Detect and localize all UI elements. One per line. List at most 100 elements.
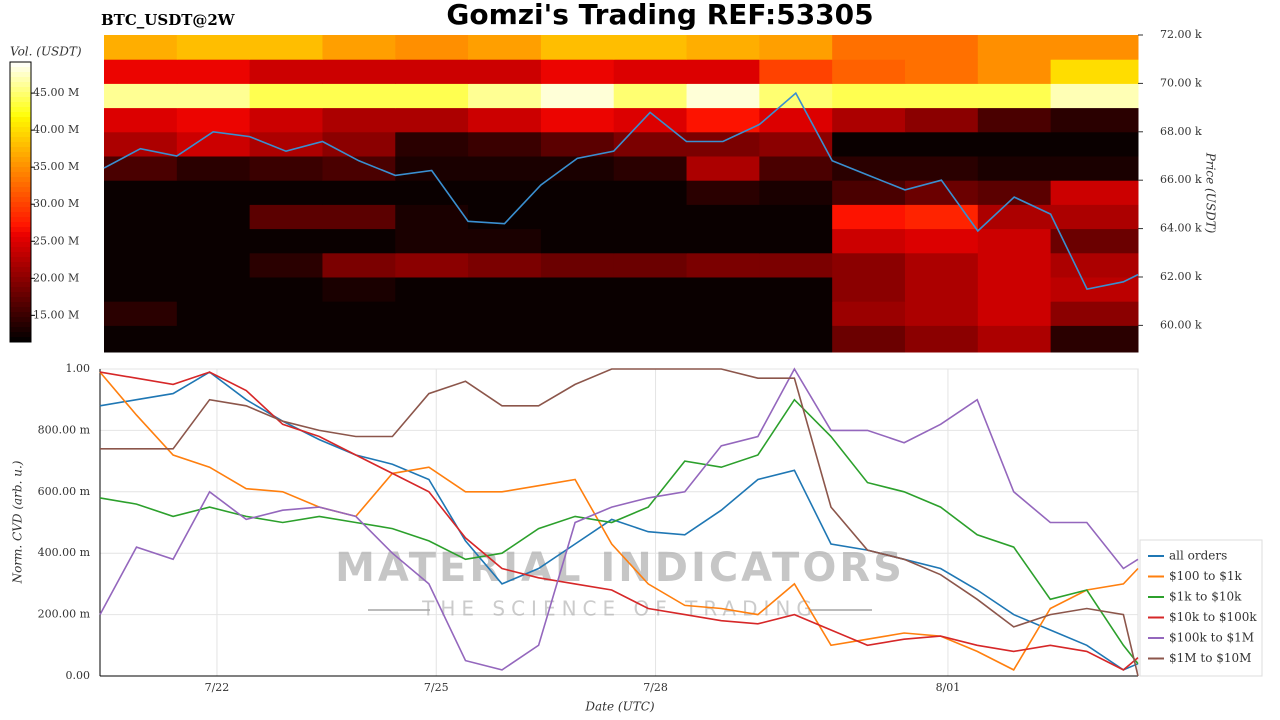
heatmap-cell	[540, 131, 615, 157]
colorbar-swatch	[10, 192, 31, 198]
colorbar-swatch	[10, 202, 31, 208]
heatmap-cell	[322, 301, 396, 326]
colorbar-swatch	[10, 172, 31, 178]
heatmap-panel: 60.00 k 62.00 k 64.00 k 66.00 k 68.00 k 70.00…	[9, 28, 1202, 353]
heatmap-cell	[540, 301, 615, 326]
heatmap-cell	[249, 35, 323, 60]
heatmap-cell	[613, 180, 688, 205]
heatmap-cell	[904, 325, 979, 353]
heatmap-cell	[468, 325, 542, 353]
heatmap-cell	[176, 107, 251, 133]
heatmap-cell	[104, 131, 178, 157]
heatmap-cell	[395, 228, 469, 254]
colorbar-swatch	[10, 157, 31, 163]
y-tick-label: 70.00 k	[1160, 76, 1202, 89]
cvd-line	[100, 368, 1139, 677]
heatmap-cell	[104, 204, 178, 230]
heatmap-cell	[249, 276, 323, 302]
colorbar-swatch	[10, 117, 31, 123]
heatmap-cell	[322, 204, 396, 230]
colorbar-swatch	[10, 232, 31, 238]
colorbar-swatch	[10, 267, 31, 273]
heatmap-cell	[540, 228, 615, 254]
colorbar-swatch	[10, 242, 31, 248]
x-tick-label: 7/22	[205, 681, 230, 694]
heatmap-cell	[759, 252, 833, 278]
colorbar-swatch	[10, 77, 31, 83]
heatmap-cell	[759, 83, 833, 109]
heatmap-cell	[395, 155, 469, 181]
colorbar-tick-label: 30.00 M	[33, 197, 79, 210]
colorbar-swatch	[10, 177, 31, 183]
heatmap-cell	[395, 107, 469, 133]
heatmap-cell	[832, 131, 906, 157]
heatmap-cell	[759, 107, 833, 133]
heatmap-cell	[759, 131, 833, 157]
colorbar-swatch	[10, 217, 31, 223]
heatmap-cell	[395, 59, 469, 84]
heatmap-cell	[977, 252, 1052, 278]
colorbar-swatch	[10, 97, 31, 103]
colorbar-swatch	[10, 102, 31, 108]
colorbar-swatch	[10, 262, 31, 268]
colorbar-swatch	[10, 337, 31, 343]
colorbar-swatch	[10, 322, 31, 328]
heatmap-cell	[613, 107, 688, 133]
colorbar-swatch	[10, 247, 31, 253]
colorbar-swatch	[10, 222, 31, 228]
colorbar-frame	[9, 61, 32, 343]
colorbar-swatch	[10, 327, 31, 333]
colorbar-swatch	[10, 237, 31, 243]
heatmap-cell	[395, 180, 469, 205]
cvd-line	[99, 367, 1139, 671]
colorbar-tick-label: 40.00 M	[33, 123, 79, 136]
heatmap-cell	[977, 59, 1052, 84]
heatmap-cell	[977, 301, 1052, 326]
heatmap-cell	[176, 252, 251, 278]
heatmap-cell	[104, 325, 178, 353]
colorbar-tick-label: 15.00 M	[33, 308, 79, 321]
colorbar-swatch	[10, 92, 31, 98]
heatmap-cell	[977, 276, 1052, 302]
heatmap-cell	[904, 83, 979, 109]
heatmap-cell	[686, 180, 760, 205]
colorbar-swatch	[10, 162, 31, 168]
heatmap-cell	[613, 59, 688, 84]
colorbar-swatch	[10, 307, 31, 313]
heatmap-cell	[977, 83, 1052, 109]
colorbar-swatch	[10, 292, 31, 298]
heatmap-cell	[832, 276, 906, 302]
colorbar-swatch	[10, 197, 31, 203]
heatmap-cell	[904, 131, 979, 157]
heatmap-cell	[249, 325, 323, 353]
colorbar-swatch	[10, 87, 31, 93]
colorbar-tick-label: 20.00 M	[33, 271, 79, 284]
heatmap-cell	[468, 301, 542, 326]
heatmap-cell	[468, 155, 542, 181]
heatmap-cell	[104, 59, 178, 84]
heatmap-cell	[468, 107, 542, 133]
colorbar-swatch	[10, 122, 31, 128]
heatmap-cell	[613, 35, 688, 60]
heatmap-cell	[395, 301, 469, 326]
y-tick-label: 1.00	[66, 362, 91, 375]
y-tick-label: 64.00 k	[1160, 222, 1202, 235]
heatmap-cell	[904, 35, 979, 60]
colorbar-swatch	[10, 132, 31, 138]
legend-label: $100 to $1k	[1169, 569, 1242, 583]
heatmap-cell	[249, 180, 323, 205]
heatmap-cell	[395, 276, 469, 302]
heatmap-cell	[322, 276, 396, 302]
colorbar-tick-label: 35.00 M	[33, 160, 79, 173]
heatmap-cell	[832, 301, 906, 326]
heatmap-cell	[104, 107, 178, 133]
heatmap-cell	[176, 204, 251, 230]
heatmap-cell	[395, 204, 469, 230]
cvd-line	[99, 371, 1139, 671]
colorbar-swatch	[10, 107, 31, 113]
date-axis-label: Date (UTC)	[584, 700, 654, 714]
heatmap-cell	[686, 131, 760, 157]
heatmap-cell	[322, 180, 396, 205]
heatmap-cell	[686, 83, 760, 109]
heatmap-cell	[904, 107, 979, 133]
